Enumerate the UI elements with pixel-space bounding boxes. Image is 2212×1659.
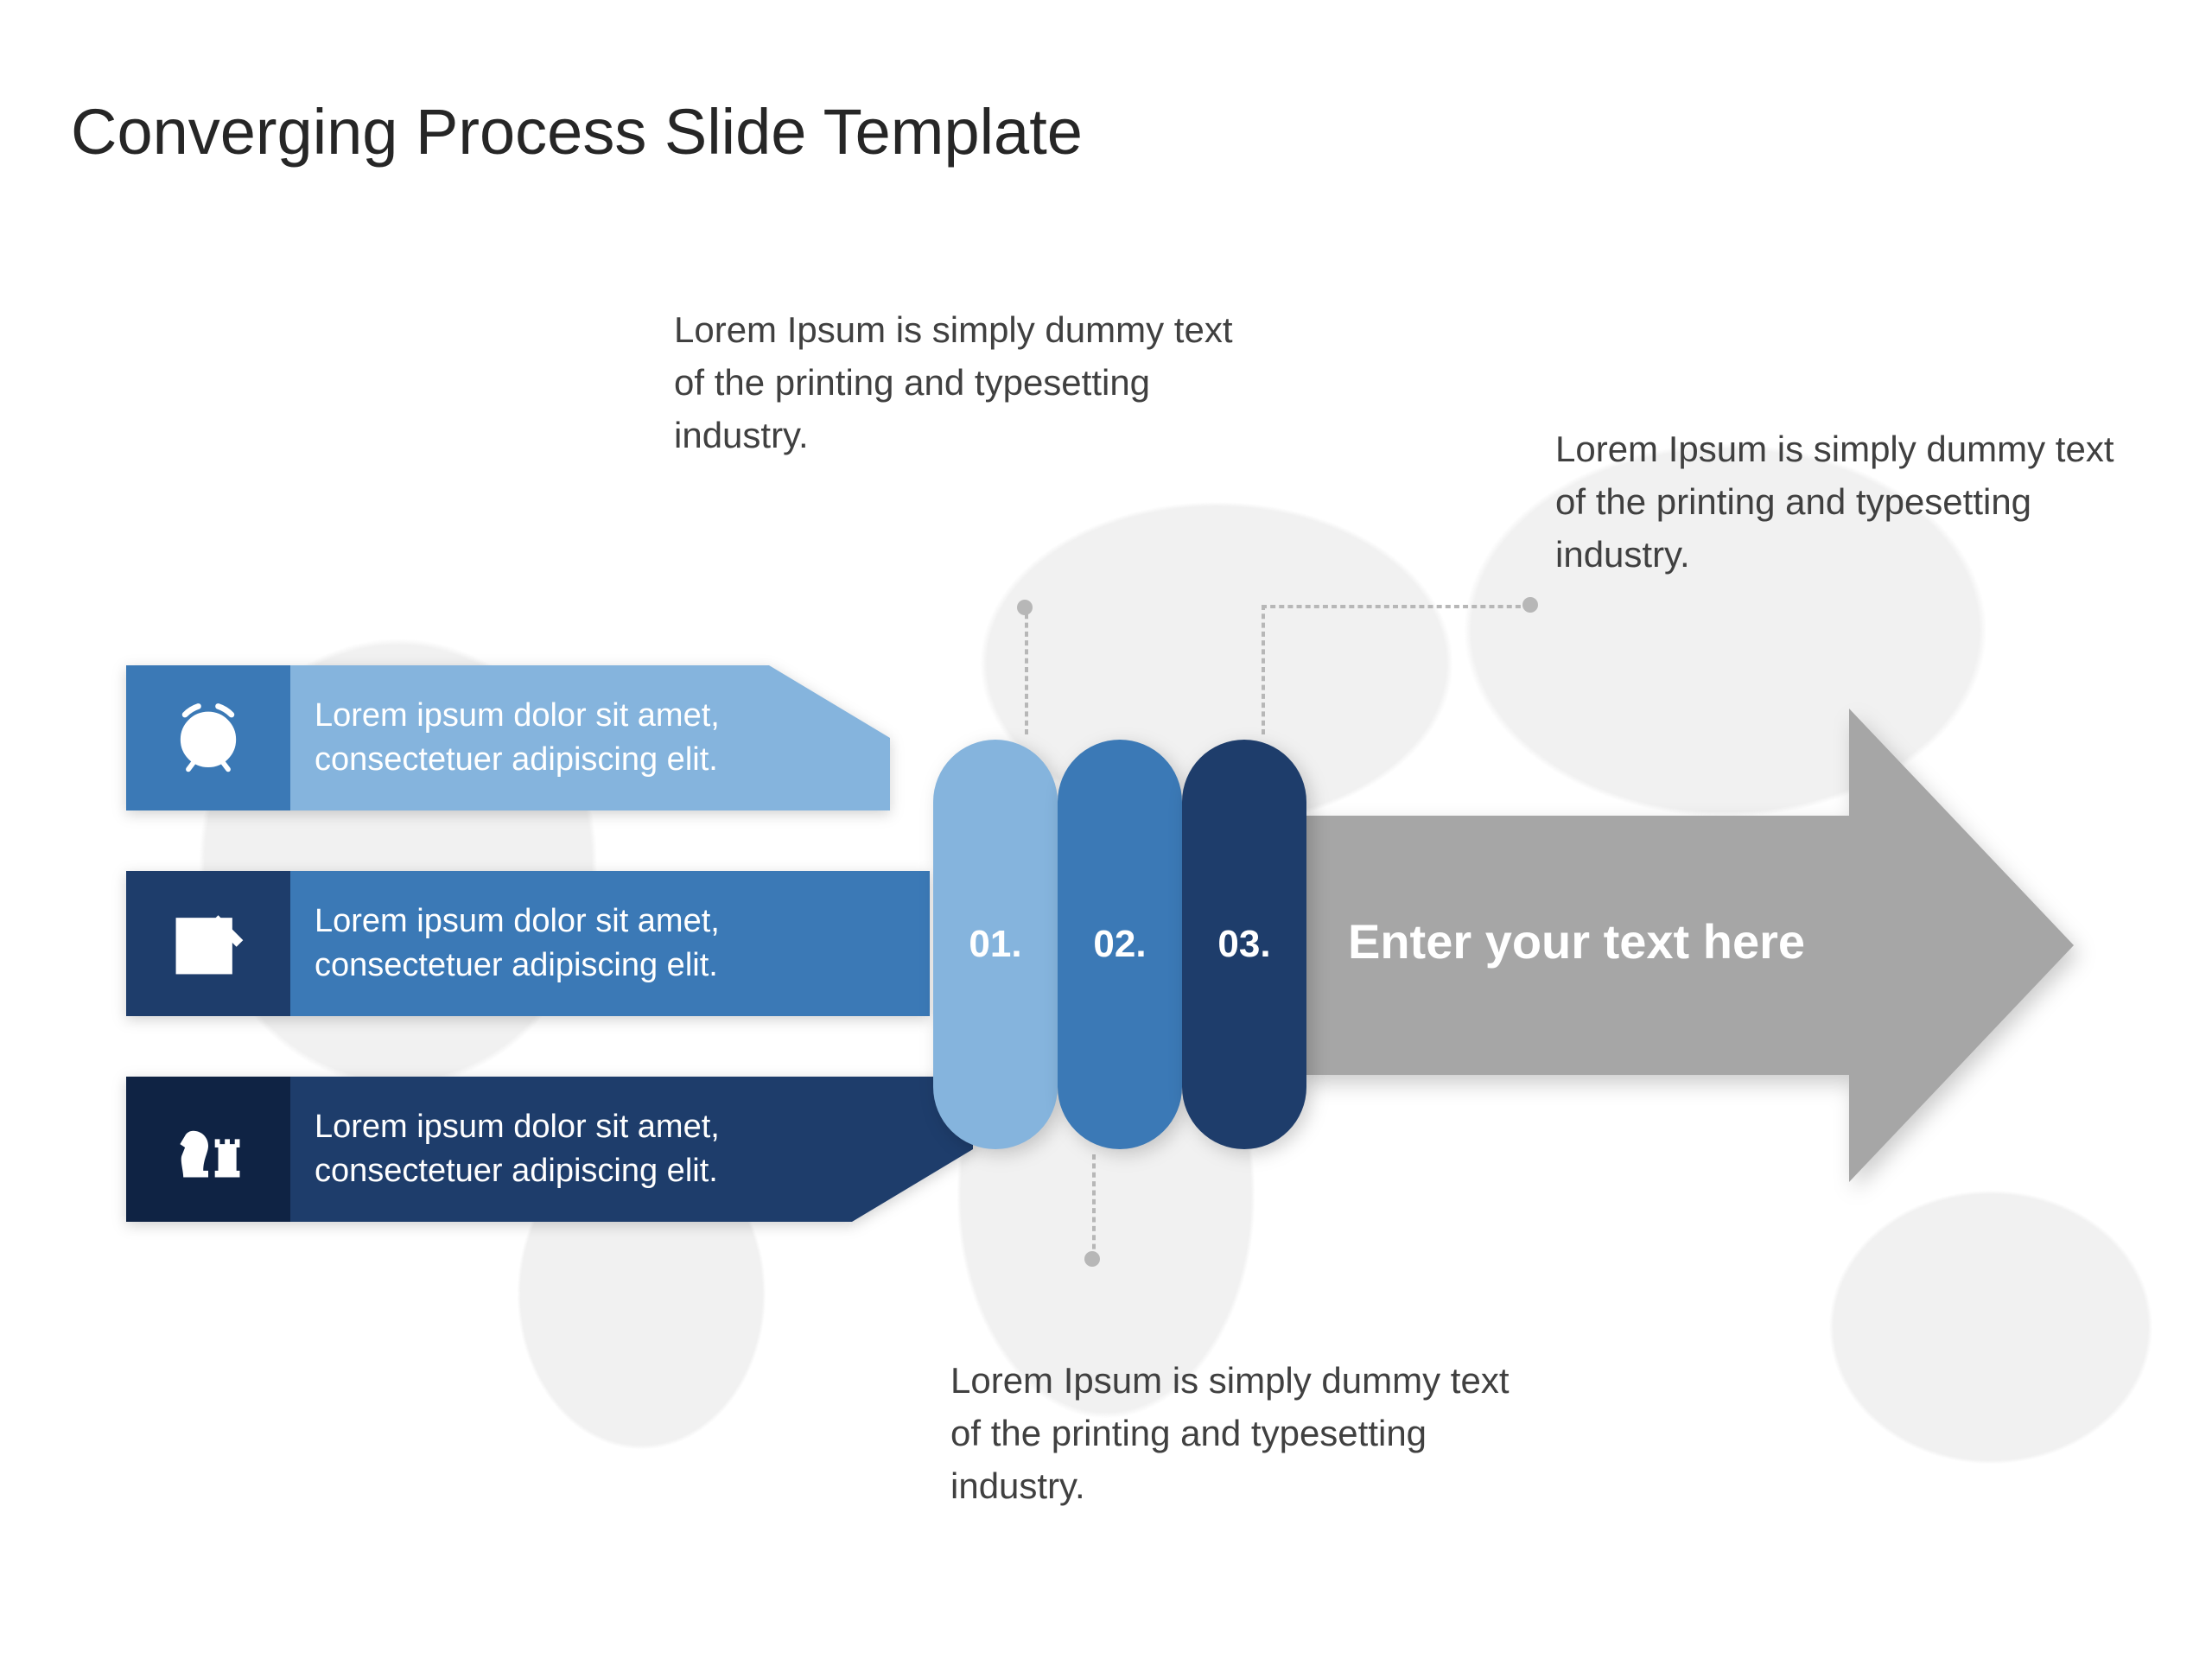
leader-dot-3 (1084, 1251, 1100, 1267)
input-bar-2-label: Lorem ipsum dolor sit amet, consectetuer… (290, 871, 809, 1016)
input-bar-1-label: Lorem ipsum dolor sit amet, consectetuer… (290, 665, 769, 810)
output-arrow-label: Enter your text here (1348, 913, 1805, 969)
callout-2: Lorem Ipsum is simply dummy text of the … (1555, 423, 2143, 582)
pill-01: 01. (933, 740, 1058, 1149)
callout-1: Lorem Ipsum is simply dummy text of the … (674, 304, 1262, 462)
clock-icon (167, 695, 250, 782)
pill-01-label: 01. (969, 923, 1021, 966)
chess-icon (167, 1106, 250, 1193)
input-bar-2-iconbox (126, 871, 290, 1016)
pill-02-label: 02. (1093, 923, 1146, 966)
slide-title: Converging Process Slide Template (71, 95, 1083, 168)
leader-dot-1 (1017, 600, 1033, 615)
leader-line-3 (1092, 1154, 1096, 1258)
leader-dot-2 (1522, 597, 1538, 613)
input-bar-1-iconbox (126, 665, 290, 810)
input-bar-2: Lorem ipsum dolor sit amet, consectetuer… (126, 871, 930, 1016)
input-bar-1: Lorem ipsum dolor sit amet, consectetuer… (126, 665, 890, 810)
slide: Converging Process Slide Template (0, 0, 2212, 1659)
pill-02: 02. (1058, 740, 1182, 1149)
input-bar-1-tail (769, 665, 890, 810)
callout-3: Lorem Ipsum is simply dummy text of the … (950, 1355, 1538, 1513)
house-edit-icon (167, 900, 250, 988)
leader-line-2b (1262, 605, 1529, 608)
input-bar-3: Lorem ipsum dolor sit amet, consectetuer… (126, 1077, 973, 1222)
input-bar-2-tail (809, 871, 930, 1016)
input-bar-3-iconbox (126, 1077, 290, 1222)
pill-03-label: 03. (1217, 923, 1270, 966)
input-bar-3-label: Lorem ipsum dolor sit amet, consectetuer… (290, 1077, 852, 1222)
leader-line-2a (1262, 605, 1265, 734)
pill-03: 03. (1182, 740, 1306, 1149)
leader-line-1 (1025, 605, 1028, 734)
